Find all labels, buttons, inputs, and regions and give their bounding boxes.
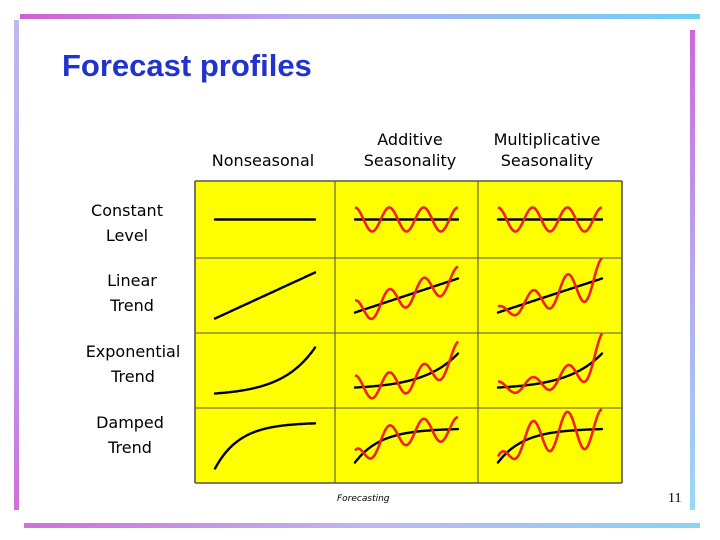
column-header-line: Additive [377, 130, 443, 149]
row-label-line: Damped [96, 413, 164, 432]
seasonal-line [497, 206, 603, 233]
row-label-line: Linear [107, 271, 157, 290]
column-header-multiplicative: Multiplicative Seasonality [478, 129, 616, 171]
column-header-line: Multiplicative [493, 130, 601, 149]
row-label-damped-trend: Damped Trend [65, 410, 195, 460]
row-label-line: Constant [91, 201, 163, 220]
page-number: 11 [668, 491, 682, 506]
row-label-line: Trend [111, 367, 155, 386]
row-label-line: Trend [108, 438, 152, 457]
trend-line [213, 271, 317, 320]
bottom-accent-bar [24, 523, 700, 528]
right-accent-bar [690, 30, 695, 510]
seasonal-line [497, 257, 603, 317]
row-label-line: Level [105, 226, 149, 245]
seasonal-line [354, 206, 459, 233]
footer-text: Forecasting [337, 494, 390, 504]
column-header-line: Seasonality [363, 151, 457, 170]
column-header-additive: Additive Seasonality [345, 129, 475, 171]
seasonal-line [496, 408, 603, 461]
trend-line [213, 422, 317, 470]
top-accent-bar [20, 14, 700, 19]
trend-line [353, 427, 460, 464]
row-label-constant-level: Constant Level [62, 198, 192, 248]
trend-line [496, 277, 604, 314]
trend-line [496, 352, 604, 389]
column-header-line: Nonseasonal [211, 151, 315, 170]
trend-line [213, 346, 317, 395]
seasonal-line [354, 340, 460, 400]
row-label-line: Exponential [85, 342, 181, 361]
trend-line [353, 277, 460, 314]
seasonal-line [497, 332, 604, 395]
column-header-line: Seasonality [500, 151, 594, 170]
row-label-line: Trend [110, 296, 154, 315]
column-header-nonseasonal: Nonseasonal [198, 150, 328, 171]
seasonal-line [354, 265, 459, 321]
row-label-exponential-trend: Exponential Trend [68, 339, 198, 389]
row-label-linear-trend: Linear Trend [67, 268, 197, 318]
left-accent-bar [14, 20, 19, 510]
trend-line [353, 352, 460, 389]
trend-line [496, 427, 604, 464]
slide-title: Forecast profiles [62, 48, 312, 83]
seasonal-line [354, 415, 459, 460]
